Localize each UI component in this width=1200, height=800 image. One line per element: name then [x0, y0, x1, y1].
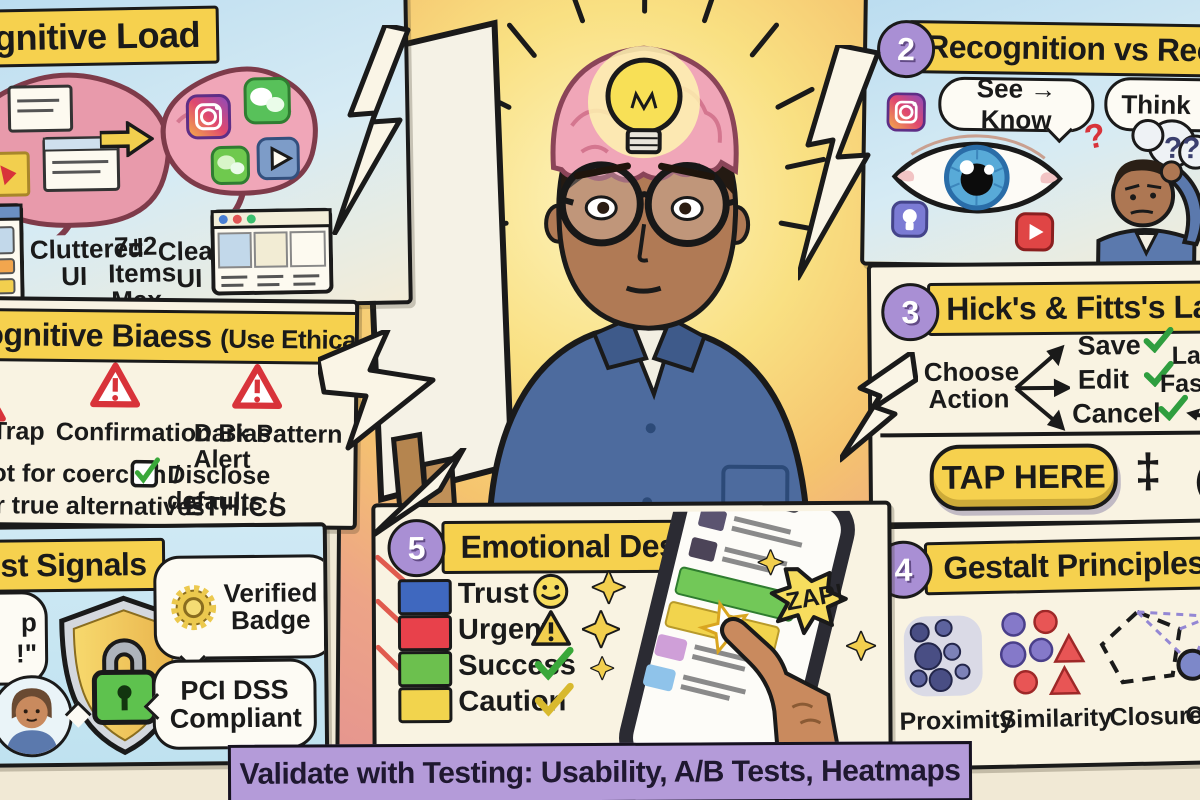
tap-here-button: TAP HERE — [929, 443, 1119, 512]
bulb-app-icon — [891, 200, 929, 238]
panel-title: Trust Signals — [0, 537, 166, 594]
arrow-right-icon — [99, 120, 155, 158]
gestalt-label: Proximity — [899, 705, 1014, 736]
checkbox-icon — [130, 457, 161, 488]
avatar — [0, 674, 74, 758]
check-icon — [1143, 326, 1174, 361]
bias-label: Trap — [0, 417, 45, 446]
play-video-icon — [1014, 212, 1055, 252]
thought-cloud: ?? — [1131, 118, 1200, 170]
svg-text:??: ?? — [1163, 132, 1200, 166]
small-button-icon — [1196, 452, 1200, 513]
sparkle-icon — [591, 570, 626, 605]
note-label: Large — [1171, 341, 1200, 370]
clean-window-icon — [210, 207, 334, 296]
gestalt-label: Connection — [1185, 699, 1200, 730]
smiley-icon — [533, 573, 569, 609]
color-swatch-urgent — [397, 614, 453, 652]
panel-emotional-design: 5 Emotional Design Trust Urgent Success … — [371, 500, 893, 770]
pointing-finger — [719, 616, 844, 765]
panel-title: Gestalt Principles — [923, 536, 1200, 596]
instagram-icon — [886, 92, 926, 132]
verified-badge-icon — [171, 585, 217, 631]
pci-bubble: PCI DSS Compliant — [143, 658, 318, 751]
proximity-diagram — [903, 615, 983, 697]
choose-action-label: Choose Action — [923, 356, 1020, 415]
option-label: Edit — [1077, 364, 1130, 395]
sparkle-icon — [845, 630, 877, 661]
panel-hicks-fitts: 3 Hick's & Fitts's Law Choose Action Sav… — [866, 260, 1200, 527]
branch-arrows-icon — [1014, 344, 1071, 431]
lightbulb-icon — [605, 57, 683, 155]
speech-bubble-partial: p !" — [0, 591, 49, 687]
check-icon — [1143, 360, 1174, 395]
cluttered-window-icon — [0, 203, 25, 304]
panel-number-badge: 3 — [881, 282, 940, 342]
clean-brain-icon — [160, 66, 318, 211]
color-swatch-trust — [397, 578, 452, 616]
warning-triangle-icon — [90, 362, 141, 408]
panel-gestalt: 4 Gestalt Principles — [855, 518, 1200, 772]
speech-tail-divider — [372, 448, 467, 539]
cluttered-brain-icon — [0, 72, 171, 238]
check-icon — [534, 646, 574, 681]
panel-title: Recognition vs Recall — [906, 20, 1200, 79]
confused-person-illustration: ?? ? — [1081, 116, 1200, 267]
color-swatch-success — [398, 650, 453, 688]
zap-burst: ZAP! — [769, 567, 848, 636]
compare-symbol: ‡ — [1134, 444, 1162, 499]
phone-tap-illustration: ZAP! — [619, 510, 877, 765]
curved-arrow-icon — [1186, 395, 1200, 421]
cluttered-ui-label: Cluttered UI — [29, 232, 145, 292]
panel-title: Cognitive Biaess (Use Ethically!) — [0, 307, 360, 366]
validation-banner: Validate with Testing: Usability, A/B Te… — [227, 741, 973, 800]
panel-recognition-recall: 2 Recognition vs Recall See → Know Think… — [860, 0, 1200, 271]
chat-app-icon — [210, 145, 250, 185]
svg-text:?: ? — [1081, 116, 1109, 157]
panel-cognitive-load: Cognitive Load — [0, 0, 413, 312]
emotion-label: Trust — [457, 577, 529, 610]
guideline-text: Offer true alternatives — [0, 490, 205, 522]
panel-trust-signals: Trust Signals p !" Verified Badge — [0, 522, 330, 768]
instagram-icon — [185, 94, 232, 140]
verified-badge-bubble: Verified Badge — [153, 554, 330, 671]
lightning-divider — [332, 25, 411, 235]
eye-icon — [891, 134, 1063, 214]
sparkle-icon — [757, 549, 784, 576]
option-label: Cancel — [1072, 397, 1161, 429]
lightning-divider — [318, 330, 436, 451]
play-app-icon — [256, 136, 300, 181]
similarity-diagram — [999, 609, 1086, 696]
warning-triangle-icon — [531, 610, 572, 646]
sparkle-icon — [590, 656, 615, 681]
closure-diagram — [1099, 609, 1200, 685]
lightning-divider — [840, 352, 918, 463]
check-icon — [534, 682, 574, 717]
lightning-divider — [798, 45, 881, 281]
check-icon — [1158, 394, 1189, 429]
sparkle-icon — [581, 610, 621, 649]
warning-triangle-icon — [232, 364, 283, 410]
color-swatch-caution — [398, 686, 453, 724]
gestalt-label: Similarity — [999, 703, 1113, 734]
option-label: Save — [1077, 330, 1141, 361]
wechat-icon — [243, 76, 291, 125]
panel-cognitive-biases: Cognitive Biaess (Use Ethically!) Trap C… — [0, 296, 360, 530]
